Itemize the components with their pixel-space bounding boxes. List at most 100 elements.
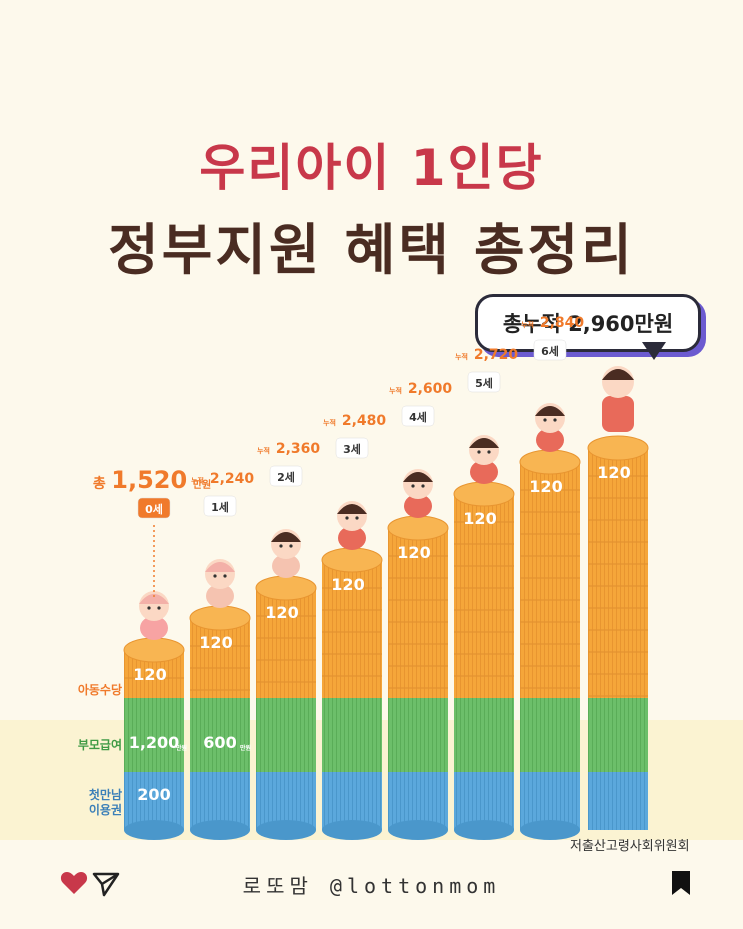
title-line-1: 우리아이 1인당: [199, 139, 544, 197]
child-figure-3: [337, 501, 367, 550]
cumulative-label-3: 2,480: [342, 413, 387, 429]
column-total: [587, 366, 649, 830]
child-body-0: [140, 616, 168, 640]
child-eye-r-5: [487, 450, 491, 454]
child-eye-r-4: [421, 484, 425, 488]
allowance-label-4: 120: [397, 543, 430, 562]
child-body-5: [470, 460, 498, 484]
child-hair-total: [602, 369, 634, 380]
child-eye-l-1: [213, 574, 217, 578]
age-label-6: 6세: [541, 344, 559, 358]
heart-icon[interactable]: [60, 870, 88, 900]
column-4: [387, 515, 449, 840]
age-badge-6: [533, 339, 567, 361]
cumulative-label-1: 2,240: [210, 471, 255, 487]
child-eye-l-5: [477, 450, 481, 454]
allowance-label-1: 120: [199, 633, 232, 652]
coin-base-4: [388, 820, 448, 840]
coin-base-2: [256, 820, 316, 840]
coin-base-3: [322, 820, 382, 840]
age-badge-0: [137, 497, 171, 519]
age-label-4: 4세: [409, 410, 427, 424]
column-3: [321, 547, 383, 840]
child-body-1: [206, 584, 234, 608]
total-bubble-text: 총누적 2,960만원: [502, 312, 674, 336]
coin-top-3: [321, 547, 383, 573]
column-0: [123, 637, 185, 840]
row-label-first-meet: 첫만남 이용권: [60, 788, 122, 818]
cumulative-prefix-1: 누적: [191, 476, 204, 485]
child-hair-2: [271, 532, 301, 542]
unit-tag-1: 만원: [240, 744, 251, 752]
age-label-0: 0세: [145, 502, 163, 516]
cumulative-prefix-6: 누적: [521, 320, 534, 329]
cumulative-label-5: 2,720: [474, 347, 519, 363]
coin-top-5: [453, 481, 515, 507]
parent-pay-value-0: 1,200: [129, 733, 180, 752]
age-badge-4: [401, 405, 435, 427]
parent-pay-value-1: 600: [203, 733, 236, 752]
child-eye-l-6: [543, 418, 547, 422]
bookmark-icon[interactable]: [670, 869, 692, 901]
unit-tag-0: 만원: [176, 744, 187, 752]
source-text: 저출산고령사회위원회: [570, 839, 690, 854]
coin-base-5: [454, 820, 514, 840]
age-badge-2: [269, 465, 303, 487]
coin-top-total: [587, 435, 649, 461]
coin-top-4: [387, 515, 449, 541]
blue-segment-total: [588, 772, 648, 830]
row-label-parent-pay: 부모급여: [77, 738, 122, 752]
coin-top-0: [123, 637, 185, 663]
coin-base-6: [520, 820, 580, 840]
age-badge-3: [335, 437, 369, 459]
birth-total-unit: 만원: [192, 480, 212, 491]
birth-total-label: 총 1,520 만원: [92, 466, 212, 494]
age-badge-1: [203, 495, 237, 517]
row-label-first-meet-1: 첫만남: [88, 788, 122, 802]
coin-base-1: [190, 820, 250, 840]
footer-brand: 로또맘 @lottonmom: [242, 874, 501, 898]
coin-top-1: [189, 605, 251, 631]
child-figure-5: [469, 435, 499, 484]
child-eye-r-1: [223, 574, 227, 578]
child-hair-5: [469, 438, 499, 448]
cumulative-prefix-2: 누적: [257, 446, 270, 455]
child-body-4: [404, 494, 432, 518]
age-label-5: 5세: [475, 376, 493, 390]
child-figure-2: [271, 529, 301, 578]
birth-total-prefix: 총: [92, 476, 106, 492]
child-figure-0: [139, 591, 169, 640]
cumulative-prefix-5: 누적: [455, 352, 468, 361]
title-line-2: 정부지원 혜택 총정리: [108, 218, 635, 282]
age-label-2: 2세: [277, 470, 295, 484]
row-label-allowance: 아동수당: [77, 683, 122, 697]
allowance-label-total: 120: [597, 463, 630, 482]
child-hair-1: [205, 562, 235, 572]
child-eye-l-4: [411, 484, 415, 488]
child-hair-4: [403, 472, 433, 482]
age-badge-5: [467, 371, 501, 393]
child-body-2: [272, 554, 300, 578]
cumulative-prefix-3: 누적: [323, 418, 336, 427]
column-2: [255, 575, 317, 840]
child-eye-r-6: [553, 418, 557, 422]
birth-total-amount: 1,520: [111, 466, 188, 494]
allowance-label-3: 120: [331, 575, 364, 594]
send-icon[interactable]: [92, 871, 120, 901]
child-hair-3: [337, 504, 367, 514]
child-figure-6: [535, 403, 565, 452]
child-eye-r-2: [289, 544, 293, 548]
allowance-label-6: 120: [529, 477, 562, 496]
allowance-label-2: 120: [265, 603, 298, 622]
row-label-first-meet-2: 이용권: [88, 803, 122, 817]
coin-top-2: [255, 575, 317, 601]
child-figure-1: [205, 559, 235, 608]
allowance-label-5: 120: [463, 509, 496, 528]
child-eye-r-0: [157, 606, 161, 610]
cumulative-label-2: 2,360: [276, 441, 321, 457]
coin-base-0: [124, 820, 184, 840]
child-body-total: [602, 396, 634, 432]
child-figure-4: [403, 469, 433, 518]
child-eye-l-0: [147, 606, 151, 610]
